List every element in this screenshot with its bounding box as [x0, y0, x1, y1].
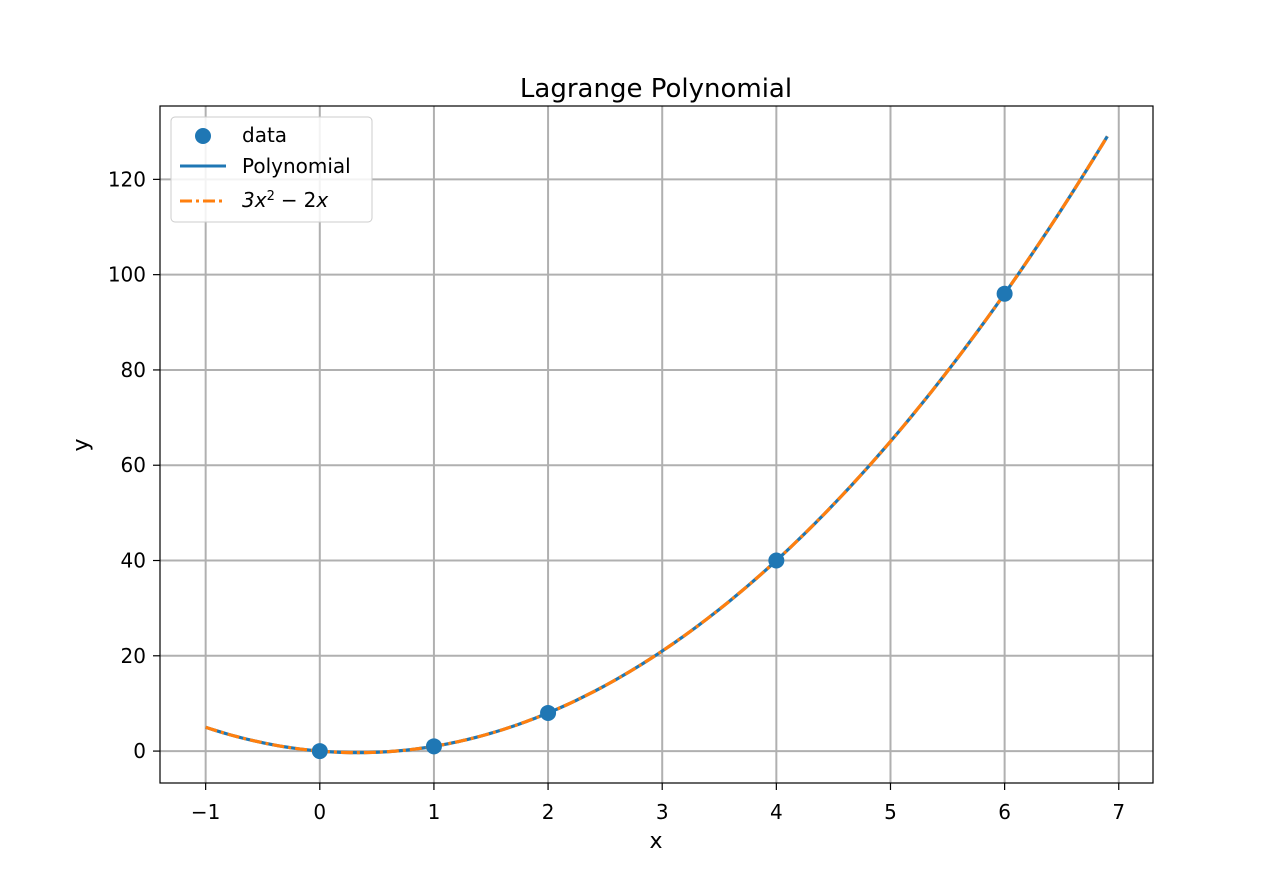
y-tick-label: 40	[121, 549, 146, 573]
x-tick-label: 4	[770, 800, 783, 824]
y-axis-label: y	[69, 438, 94, 451]
x-axis-ticks: −1 0 1 2 3 4 5 6 7	[191, 783, 1125, 824]
x-tick-label: 5	[884, 800, 897, 824]
y-tick-label: 20	[121, 644, 146, 668]
x-axis-label: x	[649, 829, 662, 854]
legend-marker-data	[195, 128, 211, 144]
plot-frame	[159, 105, 1154, 784]
x-tick-label: 3	[656, 800, 669, 824]
chart-title: Lagrange Polynomial	[520, 74, 792, 104]
x-tick-label: 6	[998, 800, 1011, 824]
legend-label-polynomial: Polynomial	[242, 154, 351, 178]
fit-curve-line	[205, 135, 1109, 755]
y-tick-label: 60	[121, 453, 146, 477]
x-tick-label: 1	[428, 800, 441, 824]
x-tick-label: 2	[542, 800, 555, 824]
data-points	[311, 285, 1013, 760]
legend-box	[170, 116, 373, 223]
y-tick-label: 120	[108, 167, 146, 191]
data-point	[540, 704, 557, 721]
data-point	[996, 285, 1013, 302]
legend-label-fit: 3x2−2x	[242, 188, 328, 212]
legend-label-data: data	[242, 123, 287, 147]
data-point	[311, 743, 328, 760]
legend: data Polynomial 3x2−2x	[170, 116, 373, 223]
data-point	[768, 552, 785, 569]
curves	[205, 135, 1109, 755]
x-tick-label: 7	[1112, 800, 1125, 824]
y-axis-ticks: 0 20 40 60 80 100 120	[108, 167, 160, 763]
x-tick-label: 0	[313, 800, 326, 824]
data-point	[425, 738, 442, 755]
y-tick-label: 80	[121, 358, 146, 382]
y-tick-label: 100	[108, 263, 146, 287]
y-tick-label: 0	[133, 739, 146, 763]
x-tick-label: −1	[191, 800, 220, 824]
